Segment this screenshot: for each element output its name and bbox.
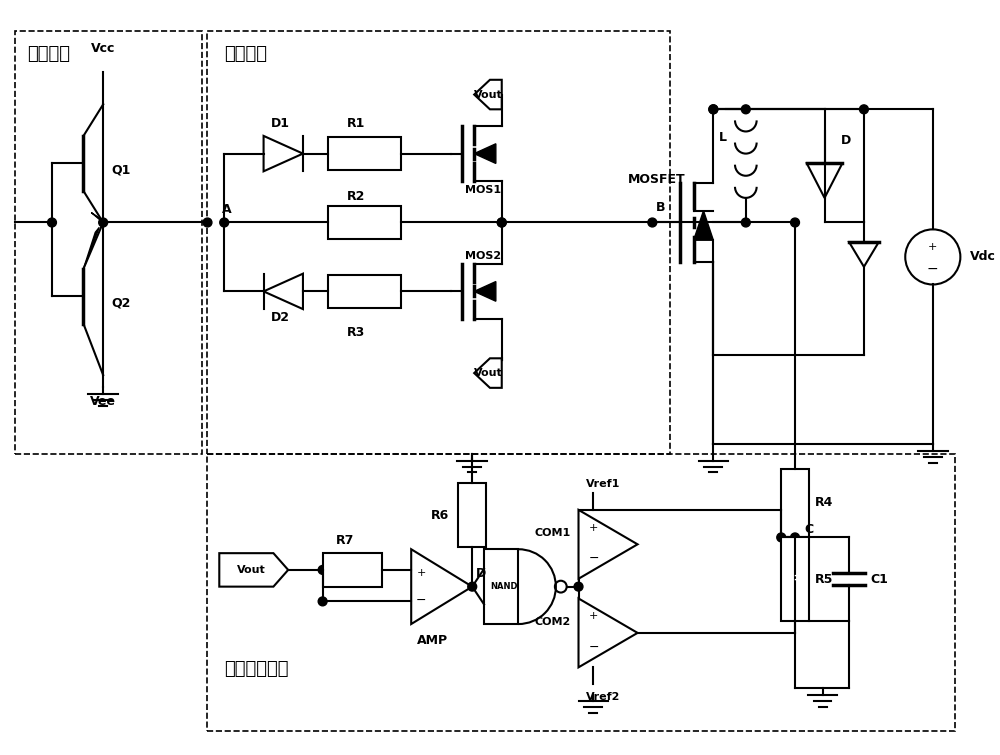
Polygon shape: [474, 143, 496, 163]
Bar: [781, 469, 809, 538]
Text: C: C: [805, 522, 814, 535]
Text: Vout: Vout: [237, 565, 266, 575]
Circle shape: [318, 597, 327, 606]
Text: NAND: NAND: [490, 582, 517, 591]
Circle shape: [99, 218, 108, 227]
Polygon shape: [849, 242, 879, 267]
Text: C1: C1: [871, 573, 889, 586]
Circle shape: [791, 218, 799, 227]
Polygon shape: [474, 359, 502, 388]
Circle shape: [48, 218, 56, 227]
Text: +: +: [588, 611, 598, 621]
Circle shape: [859, 105, 868, 114]
Polygon shape: [91, 213, 103, 223]
Circle shape: [220, 218, 229, 227]
Circle shape: [741, 218, 750, 227]
Text: Vref1: Vref1: [586, 479, 621, 489]
Text: COM2: COM2: [534, 617, 570, 627]
Polygon shape: [83, 227, 99, 269]
Text: R3: R3: [347, 325, 365, 339]
Circle shape: [497, 218, 506, 227]
Text: R7: R7: [335, 535, 354, 547]
Polygon shape: [474, 80, 502, 109]
Text: MOSFET: MOSFET: [628, 173, 685, 186]
Text: D1: D1: [270, 117, 289, 130]
Polygon shape: [264, 273, 303, 309]
Polygon shape: [474, 282, 496, 301]
Text: −: −: [927, 262, 939, 276]
Text: +: +: [416, 568, 426, 578]
Text: Vee: Vee: [90, 395, 116, 408]
Text: L: L: [719, 131, 727, 143]
Polygon shape: [807, 163, 842, 198]
Text: +: +: [928, 242, 937, 252]
Text: D: D: [476, 567, 486, 580]
Text: B: B: [656, 201, 666, 214]
Text: R2: R2: [347, 190, 366, 203]
Text: Vref2: Vref2: [586, 692, 621, 702]
Text: −: −: [588, 552, 599, 565]
Circle shape: [791, 533, 799, 542]
Bar: [328, 206, 401, 239]
Text: COM1: COM1: [534, 528, 570, 538]
Text: MOS1: MOS1: [465, 185, 501, 195]
Text: AMP: AMP: [417, 633, 448, 647]
Text: =: =: [792, 569, 806, 587]
Circle shape: [468, 582, 477, 591]
Text: D2: D2: [270, 311, 289, 324]
Circle shape: [709, 105, 718, 114]
Text: Vout: Vout: [474, 90, 502, 100]
Text: R4: R4: [815, 497, 833, 510]
Polygon shape: [694, 211, 713, 240]
Polygon shape: [579, 510, 638, 579]
Bar: [15, 31, 202, 454]
Text: Vout: Vout: [474, 368, 502, 378]
Polygon shape: [264, 136, 303, 171]
Bar: [328, 137, 401, 171]
Circle shape: [741, 105, 750, 114]
Text: 脉冲产生模块: 脉冲产生模块: [224, 661, 289, 679]
Text: +: +: [588, 522, 598, 532]
Text: MOS2: MOS2: [465, 251, 501, 261]
Text: Vcc: Vcc: [91, 42, 115, 55]
Bar: [207, 454, 955, 732]
Polygon shape: [219, 553, 288, 587]
Bar: [484, 549, 518, 624]
Circle shape: [203, 218, 212, 227]
Bar: [207, 31, 670, 454]
Text: D: D: [841, 134, 852, 146]
Text: A: A: [222, 202, 232, 216]
Text: Vdc: Vdc: [970, 251, 996, 263]
Bar: [781, 538, 809, 621]
Text: R6: R6: [431, 509, 449, 522]
Circle shape: [648, 218, 657, 227]
Circle shape: [574, 582, 583, 591]
Bar: [458, 483, 486, 547]
Circle shape: [777, 533, 786, 542]
Text: −: −: [588, 640, 599, 654]
Text: −: −: [416, 594, 426, 607]
Polygon shape: [579, 599, 638, 667]
Text: Q1: Q1: [111, 163, 130, 176]
Bar: [328, 275, 401, 308]
Bar: [323, 553, 382, 587]
Circle shape: [318, 565, 327, 575]
Text: 推挽模块: 推挽模块: [27, 45, 70, 63]
Polygon shape: [411, 549, 472, 624]
Text: 电阻模块: 电阻模块: [224, 45, 267, 63]
Text: R1: R1: [347, 117, 366, 130]
Text: Q2: Q2: [111, 296, 130, 309]
Circle shape: [497, 218, 506, 227]
Text: R5: R5: [815, 573, 833, 586]
Circle shape: [709, 105, 718, 114]
